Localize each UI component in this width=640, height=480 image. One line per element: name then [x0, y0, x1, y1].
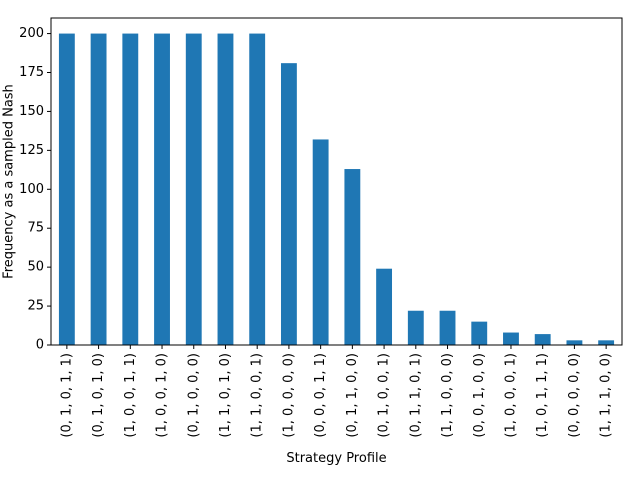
bar	[534, 334, 551, 345]
x-tick-label: (1, 0, 0, 0, 1)	[503, 353, 518, 438]
x-tick-label: (1, 0, 0, 0, 0)	[281, 353, 296, 438]
bar	[217, 33, 234, 345]
x-tick-label: (0, 1, 0, 1, 1)	[59, 353, 74, 438]
y-tick-label: 175	[19, 65, 44, 80]
y-axis-label: Frequency as a sampled Nash	[2, 84, 17, 279]
bar	[58, 33, 75, 345]
x-axis: (0, 1, 0, 1, 1) (0, 1, 0, 1, 0) (1, 0, 0, …	[59, 345, 614, 438]
bar	[154, 33, 170, 345]
bar	[376, 268, 393, 345]
x-tick-label: (0, 1, 1, 0, 0)	[345, 353, 360, 438]
y-tick-label: 100	[19, 182, 44, 197]
bar	[598, 340, 615, 345]
bar	[407, 310, 424, 345]
x-tick-label: (1, 1, 1, 0, 0)	[599, 353, 614, 438]
y-tick-label: 50	[27, 260, 44, 275]
y-axis: 0 25 50 75 100 125 150 175 200	[19, 26, 51, 353]
plot-frame	[50, 17, 623, 346]
bar	[90, 33, 107, 345]
bars-group	[58, 33, 615, 346]
bar	[312, 139, 329, 345]
x-axis-label: Strategy Profile	[286, 451, 386, 466]
x-tick-label: (0, 0, 0, 0, 0)	[567, 353, 582, 438]
x-tick-label: (1, 1, 0, 1, 0)	[218, 353, 233, 438]
y-tick-label: 200	[19, 26, 44, 41]
bar	[566, 340, 583, 345]
x-tick-label: (1, 1, 0, 0, 1)	[250, 353, 265, 438]
bar	[185, 33, 202, 345]
x-tick-label: (0, 0, 1, 0, 0)	[472, 353, 487, 438]
x-tick-label: (0, 1, 0, 1, 0)	[91, 353, 106, 438]
x-tick-label: (1, 0, 1, 1, 1)	[535, 353, 550, 438]
bar	[249, 33, 266, 345]
x-tick-label: (1, 0, 0, 1, 0)	[155, 353, 170, 438]
bar	[280, 63, 297, 346]
x-tick-label: (0, 0, 0, 1, 1)	[313, 353, 328, 438]
x-tick-label: (0, 1, 1, 0, 1)	[408, 353, 423, 438]
x-tick-label: (1, 0, 0, 1, 1)	[123, 353, 138, 438]
x-tick-label: (1, 1, 0, 0, 0)	[440, 353, 455, 438]
bar	[344, 169, 361, 345]
y-tick-label: 0	[36, 338, 44, 353]
x-tick-label: (0, 1, 0, 0, 0)	[186, 353, 201, 438]
x-tick-label: (0, 1, 0, 0, 1)	[377, 353, 392, 438]
bar	[503, 332, 519, 345]
bar	[439, 310, 456, 345]
y-tick-label: 150	[19, 104, 44, 119]
bar	[471, 321, 488, 345]
y-tick-label: 25	[27, 299, 44, 314]
y-tick-label: 75	[27, 221, 44, 236]
bar	[122, 33, 139, 345]
y-tick-label: 125	[19, 143, 44, 158]
